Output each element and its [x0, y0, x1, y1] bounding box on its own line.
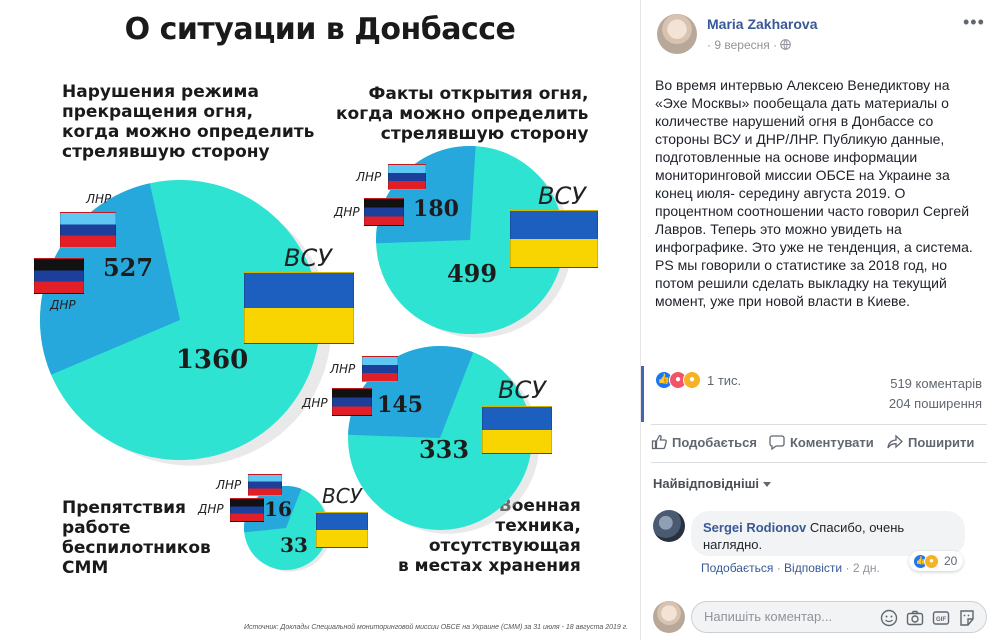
divider-top [651, 424, 987, 425]
ukraine-flag-3 [482, 406, 552, 454]
dnr-flag-4 [230, 498, 264, 522]
label-opening-fire: Факты открытия огня, когда можно определ… [336, 84, 589, 144]
pie-4-value-lnr-dnr: 16 [264, 497, 292, 521]
focus-indicator [641, 366, 644, 422]
label-missing-equipment: Военная техника, отсутствующая в местах … [398, 496, 581, 576]
pie-1-value-lnr-dnr: 527 [103, 253, 153, 282]
facebook-post-panel: Maria Zakharova · 9 вересня · ••• Во вре… [640, 0, 996, 640]
share-label: Поширити [908, 434, 975, 450]
comment-text: Спасибо, очень наглядно. [703, 520, 905, 552]
like-label: Подобається [672, 434, 757, 450]
party-label-lnr-1: ЛНР [86, 192, 112, 206]
gif-icon[interactable]: GIF [932, 609, 950, 627]
angry-reaction-icon: ● [669, 371, 687, 389]
shares-count[interactable]: 204 поширення [888, 396, 982, 411]
comment-sep-1: · [776, 561, 781, 575]
comment-bubble: Sergei Rodionov Спасибо, очень наглядно. [691, 511, 965, 556]
ukraine-flag-1 [244, 272, 354, 344]
party-label-vsu-4: ВСУ [322, 484, 362, 508]
party-label-lnr-3: ЛНР [330, 362, 356, 376]
lnr-flag-4 [248, 474, 282, 496]
like-icon [651, 434, 667, 450]
source-note: Источник: Доклады Специальной мониторинг… [244, 624, 629, 631]
chevron-down-icon [763, 482, 772, 488]
post-meta: · 9 вересня · [707, 38, 792, 52]
like-button[interactable]: Подобається [651, 434, 757, 450]
lnr-flag-2 [388, 164, 426, 190]
infographic: О ситуации в Донбассе Нарушения режима п… [34, 12, 629, 631]
post-reactions[interactable]: 👍 ● ● 1 тис. [655, 370, 741, 390]
author-avatar[interactable] [657, 14, 697, 54]
privacy-globe-icon[interactable] [780, 39, 792, 50]
comment-reply-link[interactable]: Відповісти [784, 561, 843, 575]
lnr-flag-1 [60, 212, 116, 248]
comment-reactions-count: 20 [944, 554, 958, 568]
meta-separator-2: · [773, 38, 778, 52]
label-ceasefire-violations: Нарушения режима прекращения огня, когда… [62, 82, 315, 162]
pie-1-value-vsu: 1360 [176, 345, 248, 375]
comment-label: Коментувати [790, 434, 874, 450]
camera-icon[interactable] [906, 609, 924, 627]
comment-button[interactable]: Коментувати [769, 434, 874, 450]
comments-count[interactable]: 519 коментарів [890, 376, 982, 391]
comment-like-link[interactable]: Подобається [701, 561, 774, 575]
pie-2-value-vsu: 499 [447, 259, 497, 288]
party-label-lnr-4: ЛНР [216, 478, 242, 492]
party-label-vsu-3: ВСУ [498, 376, 546, 404]
lnr-flag-3 [362, 356, 398, 382]
wow-reaction-icon: ● [683, 371, 701, 389]
share-button[interactable]: Поширити [887, 434, 974, 450]
party-label-dnr-1: ДНР [50, 298, 76, 312]
pie-3-value-vsu: 333 [419, 435, 469, 464]
comment-time[interactable]: 2 дн. [852, 561, 880, 575]
dnr-flag-3 [332, 388, 372, 416]
comment-icon [769, 435, 785, 450]
sticker-icon[interactable] [958, 609, 976, 627]
post-date[interactable]: 9 вересня [714, 38, 770, 52]
ukraine-flag-2 [510, 210, 598, 268]
pie-2-slice-lnr-dnr [375, 146, 476, 244]
pie-3-value-lnr-dnr: 145 [377, 392, 423, 418]
current-user-avatar [653, 601, 685, 633]
party-label-vsu-1: ВСУ [284, 244, 332, 272]
like-reaction-icon: 👍 [655, 371, 673, 389]
more-options-icon[interactable]: ••• [963, 12, 985, 32]
comment-author[interactable]: Sergei Rodionov [703, 520, 807, 535]
comment-sep-2: · [845, 561, 850, 575]
pie-2-value-lnr-dnr: 180 [413, 196, 459, 222]
ukraine-flag-4 [316, 512, 368, 548]
comment-reactions[interactable]: 👍 ● 20 [909, 551, 964, 571]
dnr-flag-2 [364, 198, 404, 226]
share-icon [887, 434, 903, 449]
party-label-vsu-2: ВСУ [538, 182, 586, 210]
reactions-count[interactable]: 1 тис. [707, 372, 742, 388]
party-label-dnr-4: ДНР [198, 502, 224, 516]
commenter-avatar[interactable] [653, 510, 685, 542]
pie-4-value-vsu: 33 [280, 533, 308, 557]
comment-input[interactable] [704, 609, 874, 624]
comment-haha-reaction-icon: ● [924, 553, 939, 569]
post-author[interactable]: Maria Zakharova [707, 16, 818, 32]
party-label-dnr-2: ДНР [334, 205, 360, 219]
comment-composer[interactable]: GIF [691, 601, 987, 633]
meta-separator: · [707, 38, 711, 52]
emoji-icon[interactable] [880, 609, 898, 627]
party-label-lnr-2: ЛНР [356, 170, 382, 184]
comment-actions: Подобається · Відповісти · 2 дн. [701, 561, 880, 575]
post-text: Во время интервью Алексею Венедиктову на… [655, 77, 973, 309]
divider-bottom [651, 462, 987, 463]
dnr-flag-1 [34, 258, 84, 294]
party-label-dnr-3: ДНР [302, 396, 328, 410]
sort-label: Найвідповідніші [653, 476, 760, 491]
svg-text:GIF: GIF [936, 617, 946, 623]
comment-sort-dropdown[interactable]: Найвідповідніші [653, 476, 772, 491]
infographic-title: О ситуации в Донбассе [124, 12, 516, 47]
label-drone-obstacles: Препятствия работе беспилотников СММ [62, 498, 211, 578]
